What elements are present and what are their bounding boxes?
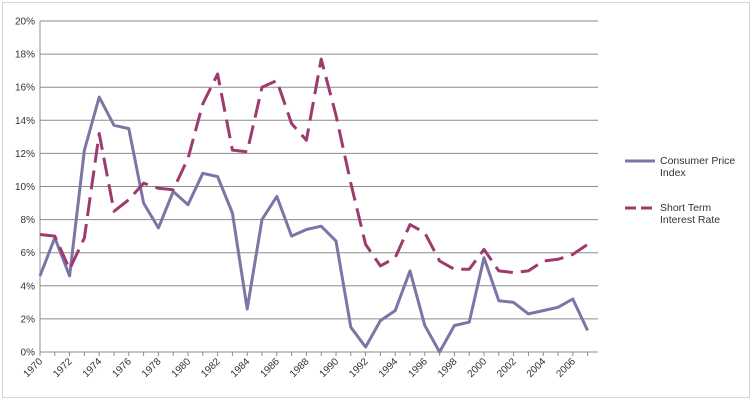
legend: Consumer Price Index Short Term Interest Ra…: [625, 155, 735, 226]
x-tick-label: 1974: [81, 356, 105, 380]
x-tick-label: 1986: [258, 356, 282, 380]
x-tick-label: 1984: [229, 356, 253, 380]
y-tick-label: 10%: [15, 182, 35, 193]
x-tick-label: 2006: [554, 356, 578, 380]
y-tick-label: 8%: [21, 215, 36, 226]
y-tick-label: 4%: [21, 281, 36, 292]
x-tick-label: 1980: [170, 356, 194, 380]
x-tick-label: 1992: [347, 356, 371, 380]
legend-label: Short Term Interest Rate: [660, 202, 720, 226]
axes: [39, 21, 598, 356]
y-tick-label: 16%: [15, 83, 35, 94]
x-tick-label: 1996: [406, 356, 430, 380]
x-tick-label: 1990: [318, 356, 342, 380]
y-tick-label: 2%: [21, 314, 36, 325]
x-tick-label: 1970: [22, 356, 46, 380]
series-line-short-term-interest-rate: [39, 57, 589, 275]
gridlines: [40, 20, 598, 320]
y-tick-label: 20%: [15, 17, 35, 28]
y-tick-label: 18%: [15, 50, 35, 61]
legend-label: Consumer Price Index: [660, 155, 735, 179]
x-tick-label: 1998: [436, 356, 460, 380]
x-tick-label: 1988: [288, 356, 312, 380]
series-line-consumer-price-index: [38, 95, 589, 354]
x-tick-label: 1972: [51, 356, 75, 380]
y-tick-labels: 0% 2% 4% 6% 8% 10% 12% 14% 16% 18% 20%: [15, 17, 35, 359]
y-tick-label: 12%: [15, 149, 35, 160]
x-tick-label: 2000: [466, 356, 490, 380]
x-tick-label: 1982: [199, 356, 223, 380]
x-tick-label: 1976: [110, 356, 134, 380]
x-tick-labels: 1970 1972 1974 1976 1978 1980 1982 1984 1986 1988…: [22, 356, 579, 380]
x-tick-label: 1994: [377, 356, 401, 380]
y-tick-label: 6%: [21, 248, 36, 259]
x-tick-label: 2004: [525, 356, 549, 380]
x-tick-label: 2002: [495, 356, 519, 380]
series-lines: [38, 57, 589, 354]
y-tick-label: 0%: [21, 348, 36, 359]
y-tick-label: 14%: [15, 116, 35, 127]
x-tick-label: 1978: [140, 356, 164, 380]
